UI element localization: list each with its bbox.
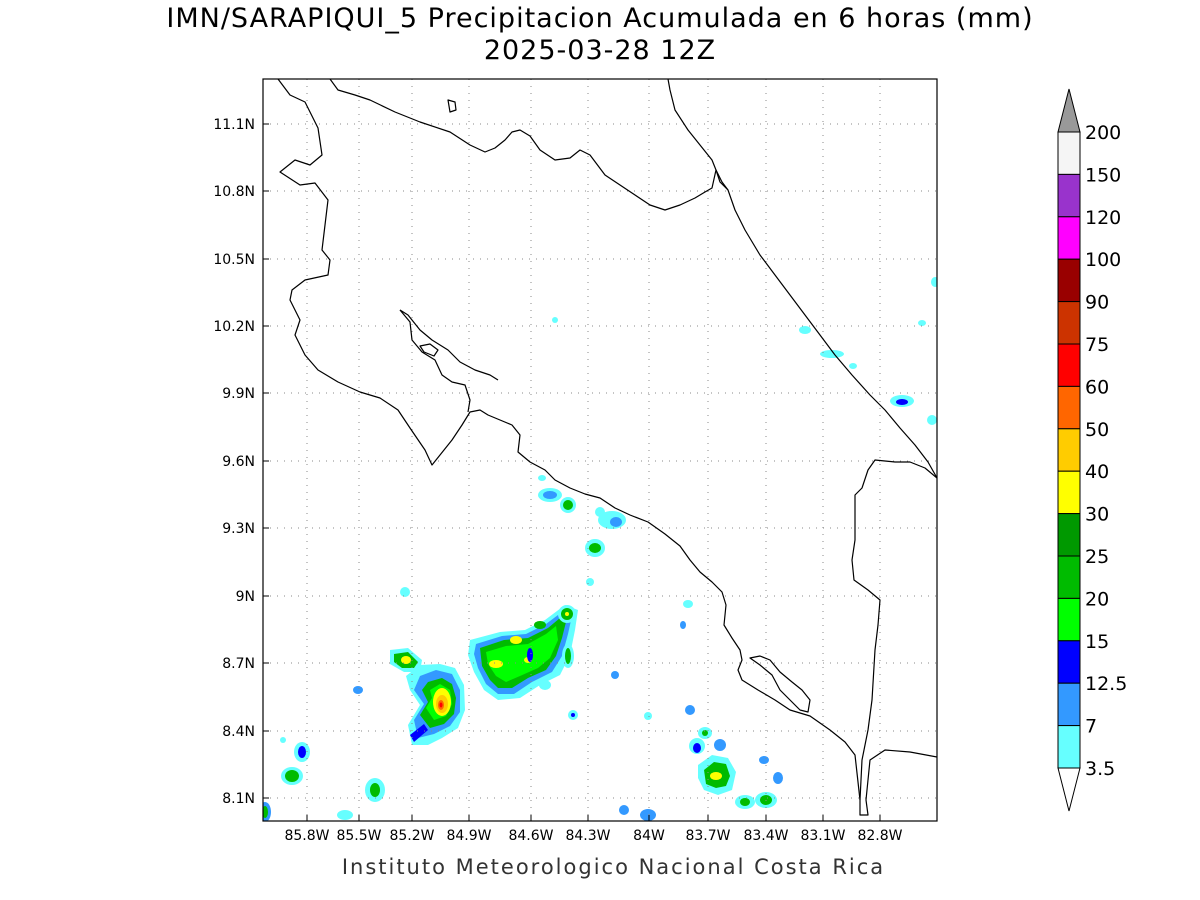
lat-label: 8.4N xyxy=(222,724,255,740)
rain-cell-central xyxy=(468,605,578,700)
colorbar-label: 20 xyxy=(1085,588,1109,610)
rain-cell-north xyxy=(400,475,626,597)
lat-label: 11.1N xyxy=(213,117,255,133)
precipitation-field xyxy=(263,277,937,821)
lat-label: 10.8N xyxy=(213,184,255,200)
lon-label: 83.1W xyxy=(800,828,845,844)
colorbar-segment xyxy=(1057,301,1081,345)
panama-border xyxy=(851,459,937,801)
colorbar-segment xyxy=(1057,597,1081,642)
north-coast-nicaragua-lake xyxy=(329,79,729,211)
colorbar-label: 150 xyxy=(1085,164,1121,186)
lon-label: 84.9W xyxy=(446,828,491,844)
lat-label: 10.5N xyxy=(213,252,255,268)
map-frame xyxy=(262,78,938,822)
lon-label: 84.3W xyxy=(565,828,610,844)
colorbar-segment xyxy=(1057,682,1081,727)
colorbar-label: 60 xyxy=(1085,376,1109,398)
lon-label: 83.7W xyxy=(685,828,730,844)
colorbar-label: 50 xyxy=(1085,419,1109,441)
lat-label: 8.7N xyxy=(222,656,255,672)
lon-label: 84W xyxy=(633,828,665,844)
colorbar-label: 7 xyxy=(1085,716,1097,738)
map-footer: Instituto Meteorologico Nacional Costa R… xyxy=(341,855,886,879)
lon-label: 84.6W xyxy=(508,828,553,844)
colorbar-under-triangle xyxy=(1057,767,1081,812)
colorbar-segment xyxy=(1057,216,1081,260)
pacific-coast-north xyxy=(277,79,937,816)
colorbar-segment xyxy=(1057,428,1081,472)
map-subtitle: 2025-03-28 12Z xyxy=(483,35,717,66)
colorbar-segment xyxy=(1057,173,1081,218)
lon-label: 83.4W xyxy=(743,828,788,844)
colorbar-label: 30 xyxy=(1085,504,1109,526)
colorbar: 200 150 120 100 90 75 60 50 40 30 25 20 15 12.5 7 3.5 xyxy=(1057,88,1127,812)
colorbar-label: 15 xyxy=(1085,631,1109,653)
colorbar-label: 90 xyxy=(1085,292,1109,314)
colorbar-segment xyxy=(1057,725,1081,769)
lon-label: 85.8W xyxy=(284,828,329,844)
lat-label: 8.1N xyxy=(222,791,255,807)
colorbar-segment xyxy=(1057,470,1081,515)
lake-shoreline xyxy=(447,99,457,113)
lat-label: 9.6N xyxy=(222,454,255,470)
colorbar-over-triangle xyxy=(1057,88,1081,133)
rain-cell-caribbean xyxy=(552,277,937,425)
colorbar-segment xyxy=(1057,385,1081,430)
colorbar-label: 200 xyxy=(1085,122,1121,144)
colorbar-segment xyxy=(1057,258,1081,303)
rain-cell-main xyxy=(390,648,465,745)
colorbar-label: 40 xyxy=(1085,461,1109,483)
colorbar-label: 120 xyxy=(1085,207,1121,229)
colorbar-segment xyxy=(1057,640,1081,684)
map-grid xyxy=(263,79,937,821)
latitude-labels: 11.1N 10.8N 10.5N 10.2N 9.9N 9.6N 9.3N 9N 8.7N 8.… xyxy=(213,117,255,807)
colorbar-segment xyxy=(1057,513,1081,557)
rain-cell-southeast xyxy=(568,600,783,821)
colorbar-label: 12.5 xyxy=(1085,673,1127,695)
osa-peninsula xyxy=(749,655,811,713)
lat-label: 10.2N xyxy=(213,319,255,335)
lat-label: 9N xyxy=(236,589,255,605)
rain-cell-southwest xyxy=(263,686,385,821)
coastlines xyxy=(277,79,937,816)
caribbean-coast xyxy=(667,79,937,479)
colorbar-label: 3.5 xyxy=(1085,758,1115,780)
colorbar-label: 100 xyxy=(1085,249,1121,271)
gulf-nicoya-coast xyxy=(399,309,471,413)
lat-label: 9.9N xyxy=(222,386,255,402)
lon-label: 85.5W xyxy=(336,828,381,844)
lon-label: 82.8W xyxy=(857,828,902,844)
gulf-nicoya-east-coast xyxy=(399,309,499,381)
longitude-labels: 85.8W 85.5W 85.2W 84.9W 84.6W 84.3W 84W 83.7W 83… xyxy=(284,828,902,844)
lat-label: 9.3N xyxy=(222,521,255,537)
colorbar-segment xyxy=(1057,555,1081,599)
colorbar-segment xyxy=(1057,343,1081,387)
chira-island xyxy=(419,343,439,357)
map-title: IMN/SARAPIQUI_5 Precipitacion Acumulada … xyxy=(166,3,1034,34)
colorbar-label: 25 xyxy=(1085,546,1109,568)
colorbar-segment xyxy=(1057,131,1081,175)
lon-label: 85.2W xyxy=(389,828,434,844)
colorbar-label: 75 xyxy=(1085,334,1109,356)
